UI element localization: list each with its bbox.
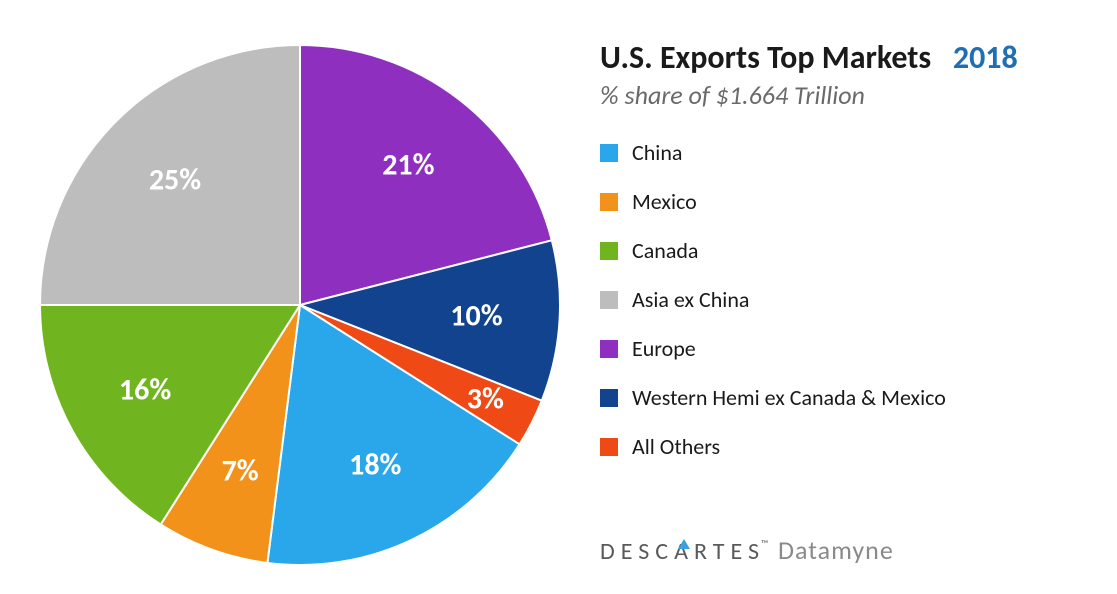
legend-swatch [600, 193, 618, 211]
chart-stage: { "chart": { "type": "pie", "title_main"… [0, 0, 1117, 594]
legend-item: Europe [600, 335, 1100, 362]
pie-slice-label: 10% [450, 298, 502, 335]
legend-swatch [600, 242, 618, 260]
pie-slice-label: 21% [382, 147, 434, 184]
brand-tm: ™ [761, 537, 768, 550]
legend-item: Canada [600, 237, 1100, 264]
brand-letter: E [621, 537, 638, 566]
pie-chart: 21% 10% 3% 18% 7% 16% 25% [30, 35, 570, 575]
brand-letter: R [694, 537, 713, 566]
pie-slice-label: 25% [149, 161, 201, 198]
pie-slice-label: 3% [467, 381, 504, 418]
chart-title-year: 2018 [953, 38, 1018, 77]
brand-letter: D [600, 537, 621, 566]
brand-triangle-icon [678, 539, 690, 549]
legend-swatch [600, 340, 618, 358]
legend-label: All Others [632, 433, 720, 460]
legend-label: Asia ex China [632, 286, 749, 313]
legend-item: Mexico [600, 188, 1100, 215]
brand-letter: E [730, 537, 747, 566]
chart-title: U.S. Exports Top Markets 2018 [600, 40, 1100, 75]
legend-item: All Others [600, 433, 1100, 460]
brand-letter: S [638, 537, 655, 566]
right-column: U.S. Exports Top Markets 2018 % share of… [600, 40, 1100, 482]
legend-label: Canada [632, 237, 698, 264]
brand-sub: Datamyne [778, 534, 894, 566]
brand-main: DESCARTES™ [600, 537, 768, 566]
pie-slice-label: 16% [119, 372, 171, 409]
legend-item: Asia ex China [600, 286, 1100, 313]
brand-letter: C [655, 537, 674, 566]
legend-swatch [600, 144, 618, 162]
pie-slice-label: 7% [222, 453, 259, 490]
chart-subtitle: % share of $1.664 Trillion [600, 79, 1100, 111]
legend-label: Europe [632, 335, 696, 362]
pie-slice-label: 18% [349, 446, 401, 483]
legend-item: China [600, 139, 1100, 166]
legend-item: Western Hemi ex Canada & Mexico [600, 384, 1100, 411]
legend-swatch [600, 389, 618, 407]
legend-label: China [632, 139, 682, 166]
brand-letter: T [713, 537, 731, 566]
legend-label: Western Hemi ex Canada & Mexico [632, 384, 946, 411]
brand-letter-a: A [674, 537, 694, 566]
legend-label: Mexico [632, 188, 697, 215]
brand-logo: DESCARTES™ Datamyne [600, 534, 894, 566]
legend-swatch [600, 438, 618, 456]
chart-title-main: U.S. Exports Top Markets [600, 38, 931, 77]
legend: China Mexico Canada Asia ex China Europe West… [600, 139, 1100, 460]
legend-swatch [600, 291, 618, 309]
